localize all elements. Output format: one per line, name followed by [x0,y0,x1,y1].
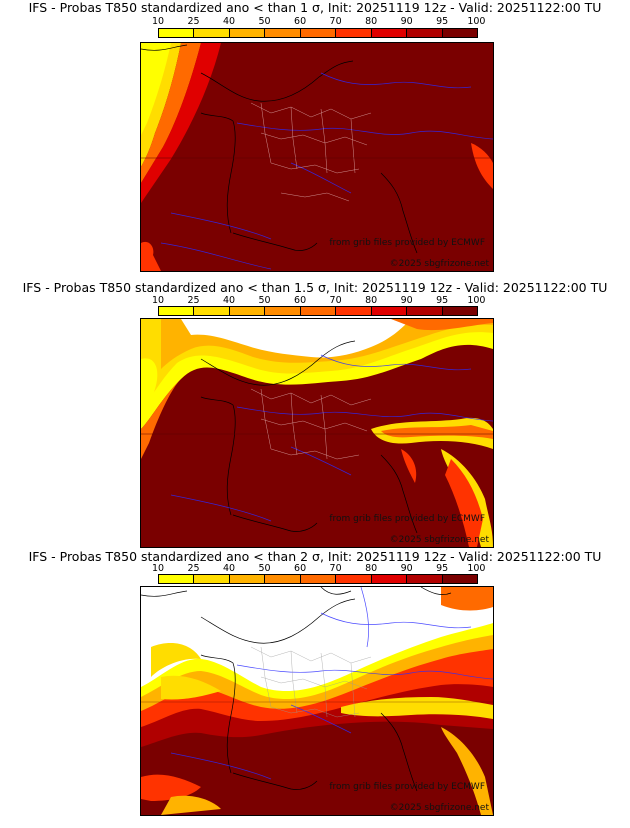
panel-title: IFS - Probas T850 standardized ano < tha… [28,549,602,564]
colorbar-segment [229,575,266,583]
colorbar-tick: 10 [151,16,165,27]
colorbar-segment [159,29,195,37]
colorbar-segment [300,29,337,37]
credit-copyright: ©2025 sbgfrizone.net [389,803,489,813]
credit-copyright: ©2025 sbgfrizone.net [389,535,489,545]
colorbar-labels: 10 25 40 50 60 70 80 90 95 100 [152,563,486,574]
colorbar-segment [265,307,301,315]
colorbar [158,306,478,316]
colorbar-tick: 50 [258,295,271,306]
colorbar-segment [159,307,195,315]
colorbar-tick: 80 [365,563,378,574]
colorbar-segment [194,307,230,315]
colorbar-tick: 10 [151,295,165,306]
colorbar-tick: 25 [187,16,200,27]
map-panel-1: IFS - Probas T850 standardized ano < tha… [0,0,630,276]
credit-source: from grib files provided by ECMWF [329,514,485,524]
colorbar-tick: 70 [329,295,342,306]
colorbar-labels: 10 25 40 50 60 70 80 90 95 100 [152,16,486,27]
colorbar-tick: 50 [258,563,271,574]
colorbar [158,574,478,584]
colorbar [158,28,478,38]
colorbar-segment [407,575,443,583]
map-field [141,43,493,271]
colorbar-segment [371,575,408,583]
colorbar-tick: 80 [365,16,378,27]
colorbar-tick: 60 [294,563,307,574]
colorbar-segment [300,307,337,315]
colorbar-tick: 50 [258,16,271,27]
credit-copyright: ©2025 sbgfrizone.net [389,259,489,269]
colorbar-tick: 25 [187,563,200,574]
probability-map-3: from grib files provided by ECMWF ©2025 … [140,586,494,816]
colorbar-tick: 70 [329,16,342,27]
map-field [141,587,493,815]
colorbar-segment [336,307,372,315]
colorbar-segment [336,29,372,37]
colorbar-tick: 95 [436,295,449,306]
credit-source: from grib files provided by ECMWF [329,238,485,248]
colorbar-tick: 70 [329,563,342,574]
colorbar-segment [407,307,443,315]
colorbar-tick: 25 [187,295,200,306]
colorbar-tick: 10 [151,563,165,574]
colorbar-segment [300,575,337,583]
colorbar-segment [265,29,301,37]
colorbar-segment [194,29,230,37]
map-field [141,319,493,547]
map-panel-2: IFS - Probas T850 standardized ano < tha… [0,276,630,548]
credit-source: from grib files provided by ECMWF [329,782,485,792]
colorbar-tick: 100 [467,563,486,574]
colorbar-tick: 90 [400,563,413,574]
colorbar-tick: 95 [436,563,449,574]
colorbar-tick: 80 [365,295,378,306]
panel-title: IFS - Probas T850 standardized ano < tha… [28,0,602,15]
colorbar-segment [371,29,408,37]
colorbar-segment [442,307,477,315]
colorbar-tick: 90 [400,16,413,27]
colorbar-tick: 100 [467,295,486,306]
colorbar-segment [407,29,443,37]
colorbar-tick: 100 [467,16,486,27]
colorbar-segment [442,575,477,583]
colorbar-segment [229,29,266,37]
colorbar-segment [229,307,266,315]
colorbar-tick: 60 [294,295,307,306]
colorbar-segment [159,575,195,583]
colorbar-tick: 60 [294,16,307,27]
colorbar-tick: 40 [222,295,236,306]
colorbar-tick: 90 [400,295,413,306]
colorbar-tick: 40 [222,16,236,27]
colorbar-segment [194,575,230,583]
probability-map-1: from grib files provided by ECMWF ©2025 … [140,42,494,272]
colorbar-tick: 40 [222,563,236,574]
panel-title: IFS - Probas T850 standardized ano < tha… [22,280,608,295]
colorbar-segment [336,575,372,583]
map-panel-3: IFS - Probas T850 standardized ano < tha… [0,546,630,828]
colorbar-labels: 10 25 40 50 60 70 80 90 95 100 [152,295,486,306]
colorbar-segment [442,29,477,37]
probability-map-2: from grib files provided by ECMWF ©2025 … [140,318,494,548]
colorbar-segment [371,307,408,315]
colorbar-segment [265,575,301,583]
colorbar-tick: 95 [436,16,449,27]
